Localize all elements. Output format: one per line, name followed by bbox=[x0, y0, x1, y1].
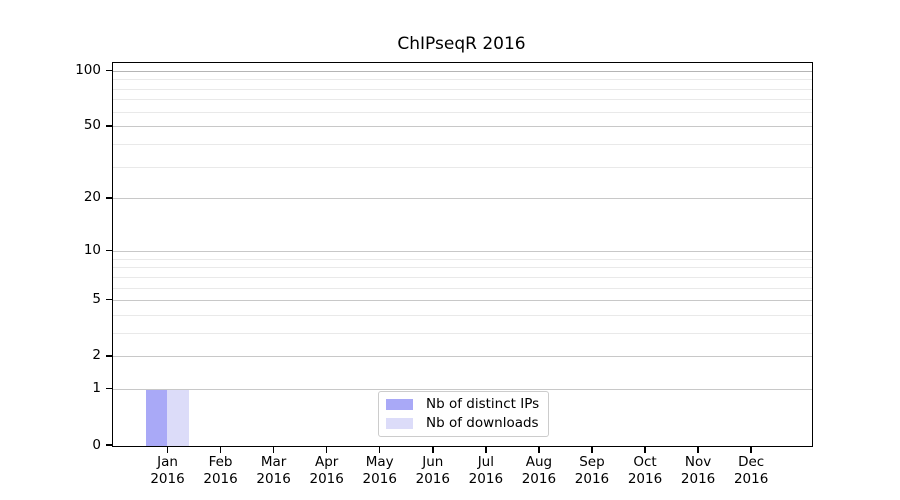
x-tick-mark bbox=[750, 446, 752, 453]
y-tick-mark bbox=[106, 69, 113, 72]
x-tick-label: Dec 2016 bbox=[733, 454, 769, 487]
x-tick-mark bbox=[485, 446, 487, 453]
gridline-minor bbox=[113, 99, 812, 101]
x-tick-label: Nov 2016 bbox=[680, 454, 716, 487]
gridline-minor bbox=[113, 144, 812, 146]
gridline-minor bbox=[113, 276, 812, 278]
y-tick-label: 100 bbox=[75, 61, 101, 78]
x-tick-mark bbox=[591, 446, 593, 453]
y-tick-mark bbox=[106, 298, 113, 301]
x-tick-label: Aug 2016 bbox=[521, 454, 557, 487]
legend-swatch-distinct-ips bbox=[386, 399, 413, 410]
x-tick-mark bbox=[272, 446, 275, 453]
y-tick-label: 0 bbox=[92, 436, 101, 453]
gridline-major bbox=[113, 198, 812, 200]
legend: Nb of distinct IPs Nb of downloads bbox=[378, 391, 550, 437]
y-tick-label: 10 bbox=[83, 241, 101, 258]
bar-distinct-ips bbox=[145, 389, 167, 446]
gridline-major bbox=[113, 389, 812, 391]
x-tick-mark bbox=[644, 446, 646, 453]
x-tick-mark bbox=[219, 446, 222, 453]
gridline-major bbox=[113, 126, 812, 128]
y-tick-mark bbox=[106, 249, 113, 252]
y-tick-label: 5 bbox=[92, 291, 101, 308]
bar-downloads bbox=[167, 389, 189, 446]
gridline-minor bbox=[113, 267, 812, 269]
x-tick-label: Jun 2016 bbox=[415, 454, 450, 487]
gridline-minor bbox=[113, 258, 812, 260]
legend-swatch-downloads bbox=[386, 418, 413, 429]
y-tick-label: 20 bbox=[83, 189, 101, 206]
x-tick-label: Mar 2016 bbox=[256, 454, 291, 487]
y-tick-mark bbox=[106, 387, 113, 390]
gridline-major bbox=[113, 250, 812, 252]
x-tick-label: Apr 2016 bbox=[309, 454, 344, 487]
x-tick-label: Jul 2016 bbox=[468, 454, 504, 487]
legend-row: Nb of distinct IPs bbox=[386, 397, 539, 412]
x-tick-mark bbox=[697, 446, 699, 453]
gridline-minor bbox=[113, 111, 812, 113]
x-tick-mark bbox=[166, 446, 169, 453]
x-tick-label: Jan 2016 bbox=[150, 454, 185, 487]
gridline-major bbox=[113, 70, 812, 72]
y-tick-label: 50 bbox=[83, 117, 101, 134]
y-tick-mark bbox=[106, 444, 113, 446]
y-tick-label: 2 bbox=[92, 347, 101, 364]
gridline-major bbox=[113, 356, 812, 358]
legend-row: Nb of downloads bbox=[386, 416, 539, 431]
x-tick-mark bbox=[538, 446, 540, 453]
legend-label: Nb of distinct IPs bbox=[426, 395, 540, 412]
x-tick-label: Sep 2016 bbox=[574, 454, 610, 487]
y-tick-mark bbox=[106, 197, 113, 199]
gridline-minor bbox=[113, 88, 812, 90]
gridline-minor bbox=[113, 79, 812, 81]
plot-area bbox=[112, 62, 813, 447]
y-tick-mark bbox=[106, 355, 113, 357]
y-tick-mark bbox=[106, 125, 113, 127]
gridline-minor bbox=[113, 314, 812, 316]
x-tick-mark bbox=[378, 446, 381, 453]
x-tick-label: Feb 2016 bbox=[203, 454, 238, 487]
x-tick-label: Oct 2016 bbox=[627, 454, 663, 487]
x-tick-mark bbox=[432, 446, 434, 453]
chart-title: ChIPseqR 2016 bbox=[397, 34, 526, 54]
y-tick-label: 1 bbox=[92, 380, 101, 397]
gridline-major bbox=[113, 300, 812, 302]
gridline-minor bbox=[113, 287, 812, 289]
legend-label: Nb of downloads bbox=[426, 414, 539, 431]
gridline-minor bbox=[113, 332, 812, 334]
x-tick-mark bbox=[325, 446, 328, 453]
gridline-minor bbox=[113, 166, 812, 168]
x-tick-label: May 2016 bbox=[362, 454, 397, 487]
